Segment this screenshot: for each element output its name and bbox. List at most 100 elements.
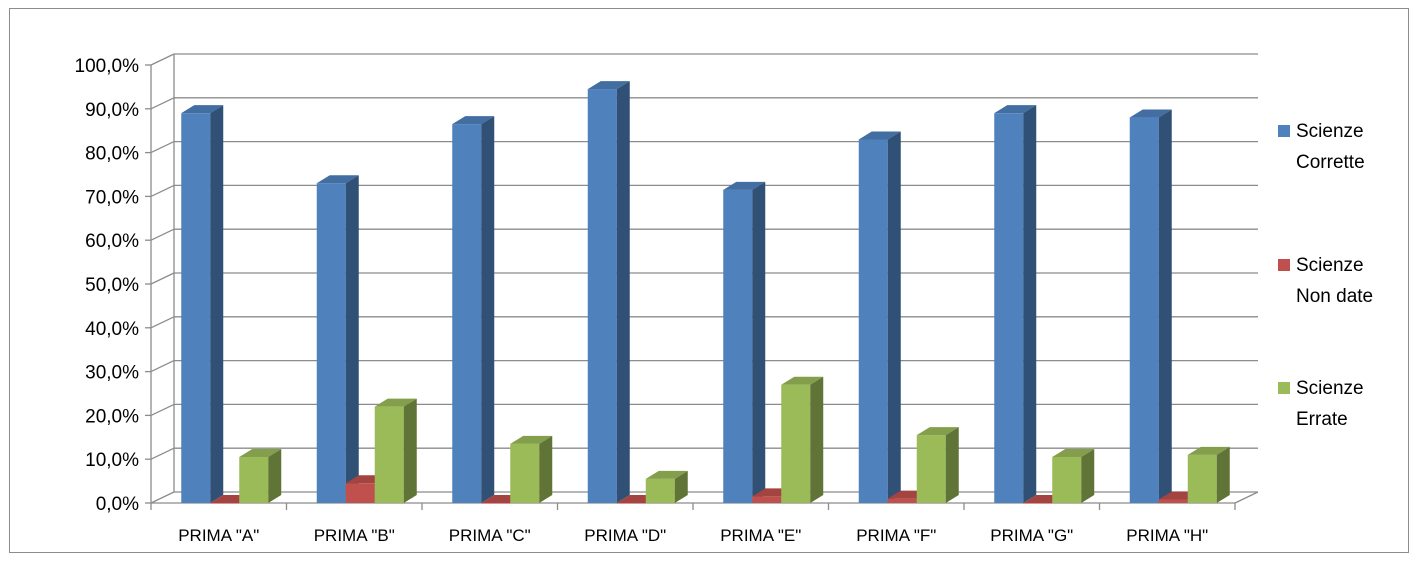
bar-front — [752, 496, 782, 503]
bar-side — [1216, 446, 1230, 503]
gridline-depth — [150, 228, 175, 241]
y-tick-label: 90,0% — [85, 100, 139, 121]
y-tick-label: 50,0% — [85, 275, 139, 296]
y-tick-label: 60,0% — [85, 231, 139, 252]
floor-edge — [1234, 491, 1259, 504]
y-tick-label: 0,0% — [96, 494, 139, 515]
bar — [723, 181, 766, 503]
bar — [1129, 109, 1172, 503]
legend-entry: Scienze Errate — [1278, 378, 1364, 430]
bar-front — [481, 503, 511, 504]
bar-front — [616, 503, 646, 504]
bar-side — [539, 435, 553, 503]
bar-side — [481, 116, 495, 503]
bar-top — [645, 470, 688, 479]
legend-label: Scienze Errate — [1296, 378, 1364, 430]
bar-front — [1023, 503, 1053, 504]
bar-side — [210, 105, 224, 504]
y-tick-label: 70,0% — [85, 187, 139, 208]
bar-front — [1052, 457, 1082, 503]
bar-front — [723, 189, 753, 503]
bar-front — [1129, 117, 1159, 503]
bars — [181, 81, 1230, 504]
y-tick-label: 100,0% — [75, 56, 140, 77]
y-axis-tick-labels: 0,0% 10,0% 20,0% 30,0% 40,0% 50,0% 60,0% 70,0% 8… — [75, 56, 140, 515]
gridline-depth — [150, 272, 175, 285]
y-tick-label: 30,0% — [85, 363, 139, 384]
bar — [1187, 446, 1230, 503]
x-tick-label: PRIMA "A" — [178, 526, 259, 545]
bar-side — [345, 175, 359, 503]
bar-front — [587, 89, 617, 503]
bar — [587, 81, 630, 503]
bar — [239, 449, 282, 503]
bar — [374, 398, 417, 503]
bar-top — [994, 105, 1037, 114]
bar-chart: 0,0% 10,0% 20,0% 30,0% 40,0% 50,0% 60,0% 70,0% 8… — [75, 53, 1373, 545]
bar-side — [616, 81, 630, 503]
legend-swatch — [1278, 382, 1290, 394]
bar-front — [1187, 454, 1217, 503]
bar — [916, 427, 959, 503]
bar-front — [452, 124, 482, 503]
bar — [858, 131, 901, 503]
bar-top — [858, 131, 901, 140]
y-tick-label: 40,0% — [85, 319, 139, 340]
legend-entry: Scienze Non date — [1278, 255, 1373, 307]
bar-front — [510, 443, 540, 503]
bar-top — [316, 175, 359, 184]
x-tick-label: PRIMA "B" — [314, 526, 395, 545]
legend-swatch — [1278, 259, 1290, 271]
x-tick-label: PRIMA "D" — [584, 526, 666, 545]
bar-front — [994, 113, 1024, 504]
bar-top — [1052, 449, 1095, 458]
bar-top — [1129, 109, 1172, 118]
x-tick-label: PRIMA "G" — [990, 526, 1073, 545]
bar-side — [945, 427, 959, 503]
bar — [994, 105, 1037, 504]
bar — [452, 116, 495, 503]
bar-side — [1158, 109, 1172, 503]
axes — [145, 54, 1259, 510]
bar-top — [1187, 446, 1230, 455]
y-tick-label: 20,0% — [85, 406, 139, 427]
bar — [781, 376, 824, 503]
bar-top — [587, 81, 630, 90]
bar-top — [374, 398, 417, 407]
bar-front — [210, 503, 240, 504]
bar-front — [374, 406, 404, 503]
bar-side — [1023, 105, 1037, 504]
y-tick-label: 80,0% — [85, 144, 139, 165]
gridline-depth — [150, 360, 175, 373]
bar — [181, 105, 224, 504]
bar-side — [268, 449, 282, 503]
bar-front — [916, 435, 946, 503]
bar-front — [887, 498, 917, 503]
gridline-depth — [150, 447, 175, 460]
bar-front — [239, 457, 269, 503]
bar-side — [674, 470, 688, 503]
x-tick-label: PRIMA "H" — [1126, 526, 1208, 545]
x-axis-category-labels: PRIMA "A" PRIMA "B" PRIMA "C" PRIMA "D" PRIM… — [178, 526, 1208, 545]
bar-top — [239, 449, 282, 458]
gridline-depth — [150, 403, 175, 416]
bar-side — [1081, 449, 1095, 503]
bar-side — [752, 181, 766, 503]
gridline-depth — [150, 491, 175, 504]
bar — [645, 470, 688, 503]
legend-swatch — [1278, 125, 1290, 137]
bar-side — [810, 376, 824, 503]
bar-top — [510, 435, 553, 444]
x-tick-label: PRIMA "F" — [856, 526, 936, 545]
bar-side — [403, 398, 417, 503]
bar — [316, 175, 359, 503]
bar-top — [781, 376, 824, 385]
bar — [510, 435, 553, 503]
bar-top — [452, 116, 495, 125]
bar-front — [316, 183, 346, 503]
bar — [1052, 449, 1095, 503]
chart-area: 0,0% 10,0% 20,0% 30,0% 40,0% 50,0% 60,0% 70,0% 8… — [9, 8, 1409, 553]
x-tick-label: PRIMA "E" — [720, 526, 801, 545]
x-tick-label: PRIMA "C" — [449, 526, 531, 545]
bar-front — [781, 384, 811, 503]
